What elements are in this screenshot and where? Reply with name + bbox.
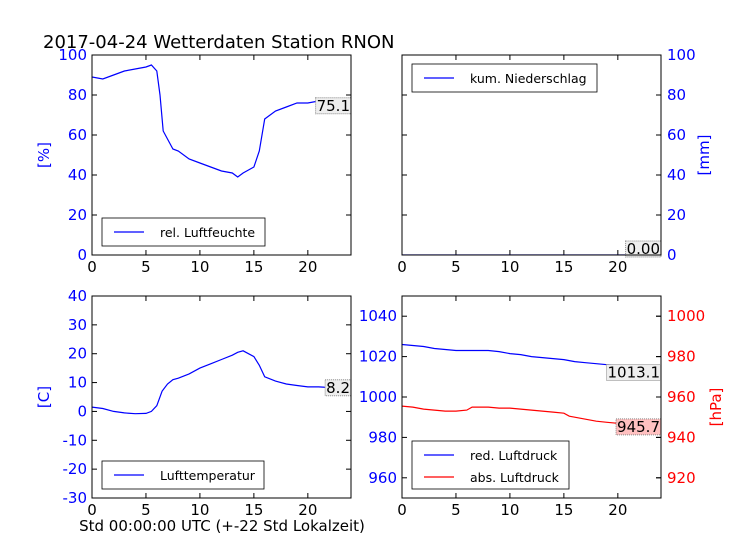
x-tick-label: 5 bbox=[141, 258, 151, 276]
y-tick-label: 80 bbox=[68, 86, 87, 104]
y-tick-label: 10 bbox=[68, 374, 87, 392]
last-value-box bbox=[625, 240, 662, 258]
panel-precip: 0 5 10 15 20 0 20 40 60 80 100 [mm] 0.00 kum. Nieders… bbox=[397, 46, 713, 276]
y-axis-label: [C] bbox=[35, 386, 53, 408]
y-tick-label: 100 bbox=[667, 46, 696, 64]
x-tick-label: 20 bbox=[298, 501, 317, 519]
y-tick-label: 80 bbox=[667, 86, 686, 104]
y-tick-label: 60 bbox=[68, 126, 87, 144]
x-tick-label: 0 bbox=[397, 501, 407, 519]
y2-tick-label: 920 bbox=[667, 469, 696, 487]
y-tick-label: 0 bbox=[77, 246, 87, 264]
plot-frame bbox=[401, 295, 662, 499]
x-tick-label: 10 bbox=[190, 258, 209, 276]
panel-humidity: 0 5 10 15 20 0 20 40 60 80 100 [%] 75.1 rel. Luftfeuc… bbox=[35, 46, 352, 276]
x-tick-label: 15 bbox=[554, 258, 573, 276]
last-value-box bbox=[315, 97, 352, 115]
series-line-humidity-0 bbox=[92, 64, 346, 178]
y-tick-label: -30 bbox=[63, 489, 88, 507]
plot-frame bbox=[91, 295, 352, 499]
x-tick-label: 5 bbox=[141, 501, 151, 519]
y-tick-label: 100 bbox=[58, 46, 87, 64]
series-line-temp-0 bbox=[92, 350, 346, 415]
y-tick-label: 1040 bbox=[359, 307, 397, 325]
plot-frame bbox=[91, 54, 352, 256]
y-tick-label: 20 bbox=[667, 206, 686, 224]
y2-tick-label: 940 bbox=[667, 428, 696, 446]
y-tick-label: -20 bbox=[63, 460, 88, 478]
last-value-label: 945.7 bbox=[617, 418, 660, 436]
y-tick-label: -10 bbox=[63, 431, 88, 449]
x-tick-label: 0 bbox=[397, 258, 407, 276]
y2-tick-label: 980 bbox=[667, 348, 696, 366]
legend-label: abs. Luftdruck bbox=[470, 470, 560, 485]
panel-pressure: 0 5 10 15 20 960 980 1000 1020 1040 920 940 960 980 10… bbox=[359, 295, 725, 519]
last-value-label: 1013.1 bbox=[608, 364, 661, 382]
y-tick-label: 40 bbox=[667, 166, 686, 184]
y-tick-label: 30 bbox=[68, 316, 87, 334]
x-tick-label: 0 bbox=[87, 501, 97, 519]
y-axis-label: [mm] bbox=[695, 135, 713, 176]
x-tick-label: 20 bbox=[608, 501, 627, 519]
series-line-pressure-1 bbox=[402, 405, 656, 427]
figure-xlabel: Std 00:00:00 UTC (+-22 Std Lokalzeit) bbox=[79, 517, 365, 535]
y-tick-label: 20 bbox=[68, 345, 87, 363]
x-tick-label: 20 bbox=[298, 258, 317, 276]
y-tick-label: 40 bbox=[68, 287, 87, 305]
last-value-label: 8.2 bbox=[326, 379, 350, 397]
legend-label: Lufttemperatur bbox=[160, 468, 256, 483]
legend-pressure: red. Luftdruck abs. Luftdruck bbox=[411, 440, 570, 490]
legend-precip: kum. Niederschlag bbox=[411, 63, 598, 93]
x-tick-label: 10 bbox=[190, 501, 209, 519]
y-tick-label: 60 bbox=[667, 126, 686, 144]
y2-axis-label: [hPa] bbox=[707, 388, 725, 427]
x-tick-label: 5 bbox=[451, 501, 461, 519]
legend-label: red. Luftdruck bbox=[470, 448, 558, 463]
figure-title: 2017-04-24 Wetterdaten Station RNON bbox=[43, 32, 394, 53]
x-tick-label: 10 bbox=[500, 501, 519, 519]
x-tick-label: 5 bbox=[451, 258, 461, 276]
last-value-label: 75.1 bbox=[317, 97, 350, 115]
legend-label: rel. Luftfeuchte bbox=[160, 225, 255, 240]
legend-temp: Lufttemperatur bbox=[101, 460, 265, 490]
y-tick-label: 960 bbox=[368, 469, 397, 487]
x-tick-label: 0 bbox=[87, 258, 97, 276]
y-tick-label: 40 bbox=[68, 166, 87, 184]
y-tick-label: 1020 bbox=[359, 348, 397, 366]
x-tick-label: 10 bbox=[500, 258, 519, 276]
legend-label: kum. Niederschlag bbox=[470, 71, 587, 86]
y-tick-label: 980 bbox=[368, 428, 397, 446]
y-tick-label: 0 bbox=[77, 402, 87, 420]
y2-tick-label: 1000 bbox=[667, 307, 705, 325]
y-tick-label: 0 bbox=[667, 246, 677, 264]
last-value-label: 0.00 bbox=[627, 240, 660, 258]
legend-humidity: rel. Luftfeuchte bbox=[101, 217, 266, 247]
x-tick-label: 20 bbox=[608, 258, 627, 276]
y-tick-label: 1000 bbox=[359, 388, 397, 406]
plot-frame bbox=[401, 54, 662, 256]
y-tick-label: 20 bbox=[68, 206, 87, 224]
x-tick-label: 15 bbox=[554, 501, 573, 519]
y2-tick-label: 960 bbox=[667, 388, 696, 406]
x-tick-label: 15 bbox=[244, 501, 263, 519]
x-tick-label: 15 bbox=[244, 258, 263, 276]
y-axis-label: [%] bbox=[35, 142, 53, 168]
panel-temp: 0 5 10 15 20 -30 -20 -10 0 10 20 30 40 [C] 8.2 Lufttemp… bbox=[35, 287, 352, 519]
last-value-box bbox=[324, 379, 352, 397]
legend-box bbox=[411, 440, 570, 490]
